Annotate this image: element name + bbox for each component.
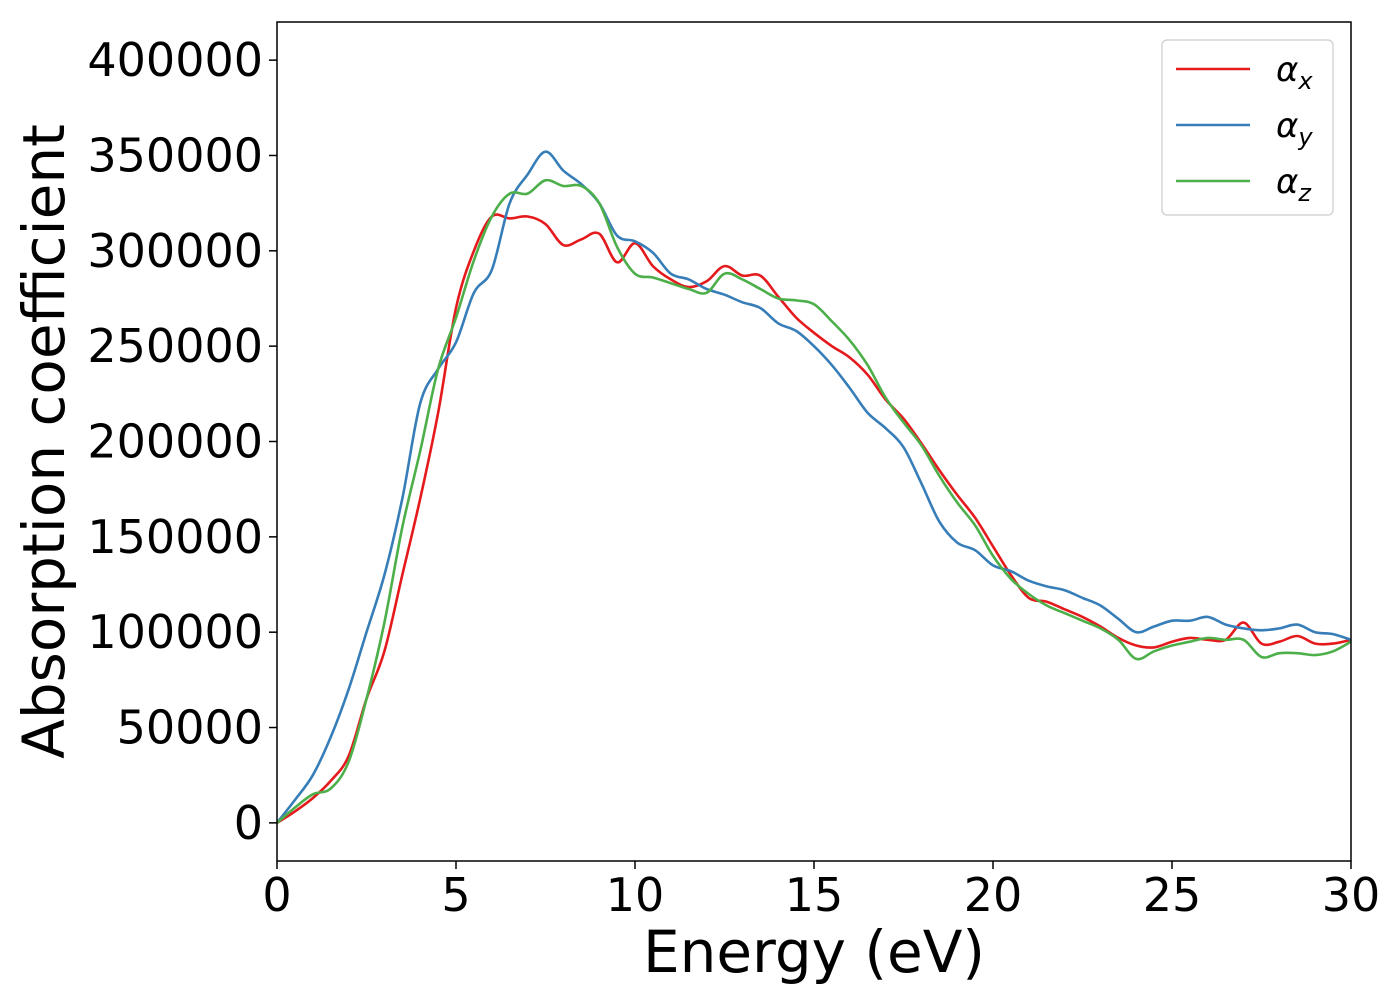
x-tick-label: 20	[964, 868, 1023, 922]
legend: αx αy αz	[1161, 39, 1334, 216]
series-line-z	[277, 178, 1351, 824]
x-tick-label: 15	[785, 868, 844, 922]
legend-label-y: αy	[1276, 106, 1313, 151]
series-line-x	[277, 213, 1351, 824]
y-tick-label: 300000	[87, 224, 263, 278]
y-axis-label: Absorption coefficient	[10, 124, 78, 759]
x-axis-ticks: 0 5 10 15 20 25 30	[262, 861, 1380, 922]
x-tick-label: 25	[1143, 868, 1202, 922]
x-tick-label: 5	[441, 868, 470, 922]
series-layer	[277, 150, 1351, 824]
legend-label-z: αz	[1276, 162, 1312, 207]
x-tick-label: 10	[606, 868, 665, 922]
y-tick-label: 100000	[87, 605, 263, 659]
y-tick-label: 200000	[87, 415, 263, 469]
legend-label-x: αx	[1276, 50, 1313, 95]
x-tick-label: 0	[262, 868, 291, 922]
legend-box	[1161, 39, 1334, 216]
series-line-y	[277, 150, 1351, 824]
y-tick-label: 400000	[87, 33, 263, 87]
y-tick-label: 350000	[87, 128, 263, 182]
y-tick-label: 0	[234, 796, 263, 850]
x-tick-label: 30	[1322, 868, 1381, 922]
y-tick-label: 250000	[87, 319, 263, 373]
plot-frame	[276, 21, 1352, 862]
y-tick-label: 150000	[87, 510, 263, 564]
y-tick-label: 50000	[117, 701, 263, 755]
x-axis-label: Energy (eV)	[643, 918, 985, 986]
y-axis-ticks: 0 50000 100000 150000 200000 250000 300000 3500…	[87, 33, 277, 850]
